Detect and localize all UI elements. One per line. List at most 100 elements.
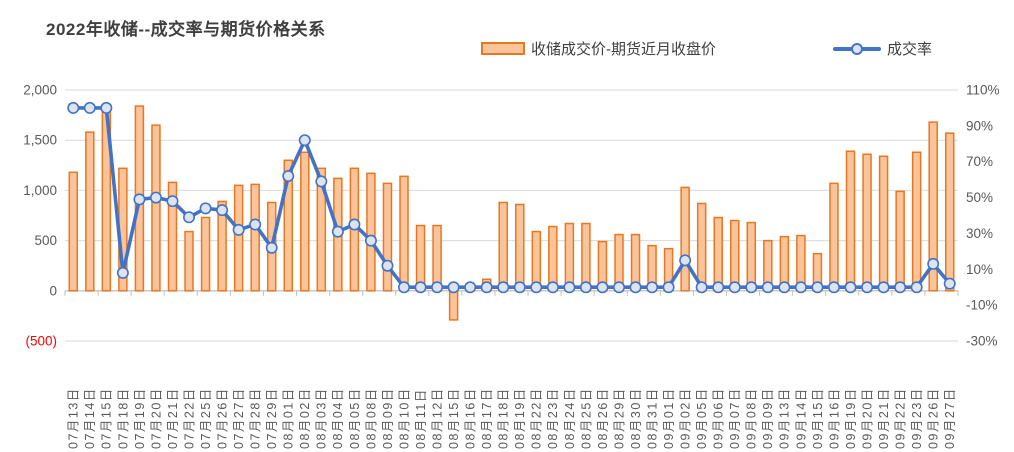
x-axis-label: 08月30日 <box>629 387 643 449</box>
x-axis-label: 09月20日 <box>860 387 874 449</box>
rate-marker <box>249 218 262 231</box>
right-axis-label: 110% <box>966 83 1000 98</box>
price-diff-bar <box>515 203 525 292</box>
x-axis-label: 07月26日 <box>215 387 229 449</box>
x-axis-label: 08月02日 <box>298 387 312 449</box>
price-diff-bar <box>85 131 95 292</box>
right-axis-label: -10% <box>966 298 998 313</box>
legend-item-rate[interactable]: 成交率 <box>833 38 932 59</box>
x-axis-label: 09月27日 <box>943 387 957 449</box>
rate-marker <box>612 281 625 294</box>
rate-marker <box>149 191 162 204</box>
rate-marker <box>827 281 840 294</box>
chart-title: 2022年收储--成交率与期货价格关系 <box>46 20 326 39</box>
price-diff-bar <box>696 202 707 292</box>
rate-marker <box>464 281 477 294</box>
x-axis-label: 09月26日 <box>927 387 941 449</box>
price-diff-bar <box>895 190 905 292</box>
rate-marker <box>398 281 411 294</box>
price-diff-bar <box>366 172 376 292</box>
x-axis-label: 09月08日 <box>745 387 759 449</box>
x-axis-label: 09月22日 <box>893 387 907 449</box>
rate-marker <box>596 281 609 294</box>
price-diff-bar <box>928 121 938 292</box>
rate-marker <box>216 204 229 217</box>
x-axis-label: 09月16日 <box>827 387 841 449</box>
rate-marker <box>712 281 725 294</box>
right-axis-label: 70% <box>966 154 993 169</box>
x-axis-label: 07月14日 <box>83 387 97 449</box>
legend-item-price-diff[interactable]: 收储成交价-期货近月收盘价 <box>481 38 716 59</box>
price-diff-bar <box>564 222 575 292</box>
line-marker-icon <box>851 42 863 55</box>
x-axis-label: 09月21日 <box>877 387 891 449</box>
x-axis-label: 07月15日 <box>100 387 114 449</box>
left-axis-label: 0 <box>49 283 57 298</box>
rate-marker <box>794 281 807 294</box>
right-axis-label: -30% <box>966 334 998 349</box>
x-axis-label: 09月09日 <box>761 387 775 449</box>
rate-marker <box>778 281 791 294</box>
rate-marker <box>331 225 344 238</box>
price-diff-bar <box>730 219 740 292</box>
price-diff-bar <box>448 290 459 321</box>
rate-marker <box>811 281 824 294</box>
price-diff-bar <box>944 132 955 292</box>
rate-marker <box>629 281 642 294</box>
price-diff-bar <box>548 225 558 292</box>
rate-marker <box>348 218 361 231</box>
price-diff-bar <box>217 200 227 292</box>
price-diff-bar <box>845 150 856 292</box>
price-diff-bar <box>382 182 393 292</box>
rate-marker <box>381 259 394 272</box>
x-axis-label: 08月18日 <box>497 387 511 449</box>
x-axis-label: 08月31日 <box>645 387 659 449</box>
x-axis-label: 08月08日 <box>364 387 378 449</box>
left-axis-label: 500 <box>34 233 57 248</box>
x-axis-label: 08月12日 <box>430 387 444 449</box>
x-axis-label: 09月15日 <box>811 387 825 449</box>
price-diff-bar <box>250 183 260 292</box>
x-axis-label: 09月23日 <box>910 387 924 449</box>
x-axis-label: 09月13日 <box>778 387 792 449</box>
legend-label-price-diff: 收储成交价-期货近月收盘价 <box>531 41 716 58</box>
price-diff-bar <box>713 216 723 292</box>
rate-marker <box>844 281 857 294</box>
price-diff-bar <box>498 201 508 292</box>
price-diff-bar <box>300 151 310 292</box>
x-axis-label: 08月19日 <box>513 387 527 449</box>
rate-marker <box>910 281 923 294</box>
x-axis-label: 08月22日 <box>530 387 544 449</box>
x-axis-label: 08月29日 <box>612 387 626 449</box>
price-diff-bar <box>233 184 244 292</box>
x-axis-label: 08月01日 <box>282 387 296 449</box>
chart-legend: 收储成交价-期货近月收盘价 成交率 <box>0 36 1014 60</box>
left-axis-label: (500) <box>25 334 57 349</box>
price-diff-bar <box>581 222 591 292</box>
rate-marker <box>116 266 129 279</box>
rate-marker <box>927 257 940 270</box>
x-axis-label: 08月23日 <box>546 387 560 449</box>
price-diff-bar <box>200 216 211 292</box>
rate-marker <box>67 101 80 114</box>
x-axis-label: 07月21日 <box>166 387 180 449</box>
rate-marker <box>745 281 758 294</box>
x-axis-label: 09月06日 <box>712 387 726 449</box>
right-axis-label: 50% <box>966 190 993 205</box>
x-axis-label: 07月27日 <box>232 387 246 449</box>
rate-marker <box>183 211 196 224</box>
right-axis-label: 10% <box>966 262 993 277</box>
rate-marker <box>282 170 295 183</box>
x-axis-label: 08月05日 <box>348 387 362 449</box>
price-diff-bar <box>184 230 194 292</box>
x-axis-label: 08月25日 <box>579 387 593 449</box>
rate-marker <box>662 281 675 294</box>
x-axis-label: 08月24日 <box>563 387 577 449</box>
x-axis-label: 08月16日 <box>464 387 478 449</box>
x-axis-label: 09月07日 <box>728 387 742 449</box>
rate-marker <box>166 195 179 208</box>
price-diff-bar <box>432 224 442 292</box>
x-axis-label: 08月03日 <box>315 387 329 449</box>
price-diff-bar <box>151 124 161 292</box>
